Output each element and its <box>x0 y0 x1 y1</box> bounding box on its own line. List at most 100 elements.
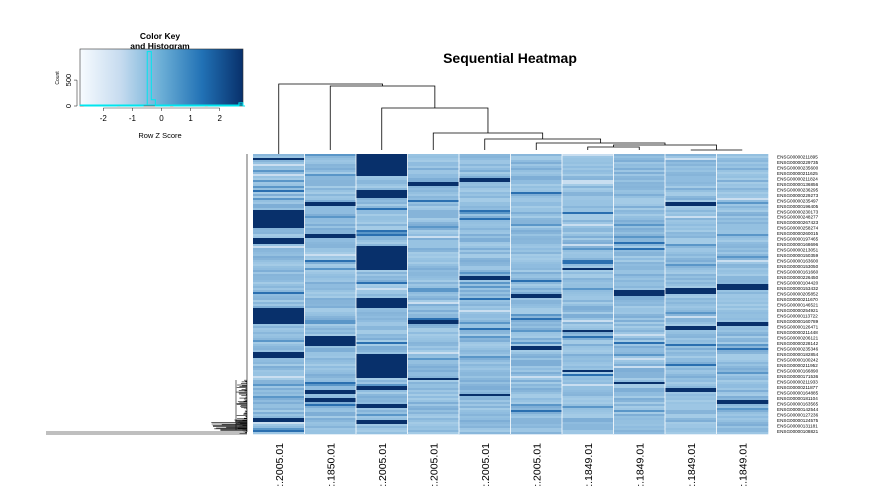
heatmap-cell <box>304 414 357 417</box>
heatmap-cell <box>562 182 614 185</box>
heatmap-cell <box>613 430 666 433</box>
heatmap-cell <box>562 224 614 227</box>
heatmap-cell <box>665 230 717 233</box>
heatmap-cell <box>407 292 460 295</box>
heatmap-cell <box>304 404 357 407</box>
heatmap-cell <box>716 206 769 209</box>
heatmap-cell <box>304 250 357 253</box>
heatmap-cell <box>665 180 717 183</box>
heatmap-cell <box>253 286 305 289</box>
heatmap-cell <box>356 402 408 405</box>
heatmap-cell <box>665 178 717 181</box>
heatmap-cell <box>562 318 614 321</box>
row-label: ENSG00000267423 <box>777 220 819 225</box>
heatmap-cell <box>510 366 563 369</box>
heatmap-cell <box>407 410 460 413</box>
row-label: ENSG00000205852 <box>777 292 819 297</box>
heatmap-cell <box>562 304 614 307</box>
heatmap-cell <box>665 208 717 211</box>
heatmap-cell <box>459 168 511 171</box>
heatmap-cell <box>613 232 666 235</box>
heatmap-cell <box>304 166 357 169</box>
heatmap-cell <box>253 292 305 295</box>
heatmap-cell <box>459 240 511 243</box>
heatmap-cell <box>253 406 305 409</box>
heatmap-cell <box>562 430 614 433</box>
heatmap-cell <box>613 338 666 341</box>
heatmap-cell <box>253 426 305 429</box>
heatmap-cell <box>356 208 408 211</box>
heatmap-cell <box>304 220 357 223</box>
heatmap-cell <box>562 156 614 159</box>
heatmap-cell <box>304 216 357 219</box>
heatmap-cell <box>716 294 769 297</box>
heatmap-cell <box>304 266 357 269</box>
heatmap-cell <box>665 292 717 295</box>
heatmap-cell <box>304 252 357 255</box>
heatmap-cell <box>304 364 357 367</box>
heatmap-cell <box>253 242 305 245</box>
heatmap-cell <box>304 402 357 405</box>
heatmap-cell <box>253 360 305 363</box>
heatmap-cell <box>459 156 511 159</box>
heatmap-cell <box>253 350 305 353</box>
heatmap-cell <box>407 296 460 299</box>
heatmap-cell <box>665 166 717 169</box>
heatmap-cell <box>510 204 563 207</box>
heatmap-cell <box>459 202 511 205</box>
heatmap-cell <box>510 224 563 227</box>
heatmap-cell <box>407 234 460 237</box>
heatmap-cell <box>407 402 460 405</box>
heatmap-cell <box>304 430 357 433</box>
heatmap-cell <box>304 372 357 375</box>
heatmap-cell <box>510 380 563 383</box>
heatmap-cell <box>304 376 357 379</box>
row-label: ENSG00000161660 <box>777 270 819 275</box>
heatmap-cell <box>459 374 511 377</box>
heatmap-cell <box>613 316 666 319</box>
heatmap-cell <box>510 400 563 403</box>
heatmap-cell <box>613 284 666 287</box>
heatmap-cell <box>356 258 408 261</box>
heatmap-cell <box>459 278 511 281</box>
heatmap-cell <box>562 194 614 197</box>
heatmap-cell <box>459 210 511 213</box>
heatmap-cell <box>253 428 305 431</box>
heatmap-cell <box>253 196 305 199</box>
heatmap-cell <box>304 288 357 291</box>
heatmap-cell <box>562 176 614 179</box>
heatmap-cell <box>253 164 305 167</box>
row-label: ENSG00000153432 <box>777 286 819 291</box>
heatmap-cell <box>304 304 357 307</box>
heatmap-cell <box>304 290 357 293</box>
heatmap-cell <box>562 206 614 209</box>
heatmap-cell <box>407 198 460 201</box>
heatmap-cell <box>356 390 408 393</box>
heatmap-cell <box>304 170 357 173</box>
heatmap-cell <box>459 182 511 185</box>
heatmap-cell <box>665 400 717 403</box>
heatmap-cell <box>510 394 563 397</box>
heatmap-cell <box>716 340 769 343</box>
heatmap-cell <box>716 198 769 201</box>
heatmap-cell <box>716 260 769 263</box>
heatmap-cell <box>407 174 460 177</box>
heatmap-cell <box>613 214 666 217</box>
heatmap-cell <box>407 424 460 427</box>
heatmap-cell <box>407 336 460 339</box>
heatmap-cell <box>459 366 511 369</box>
heatmap-cell <box>356 204 408 207</box>
heatmap-cell <box>459 308 511 311</box>
column-label: :.1849.01 <box>686 443 698 487</box>
heatmap-cell <box>304 328 357 331</box>
heatmap-cell <box>613 412 666 415</box>
heatmap-cell <box>510 212 563 215</box>
heatmap-cell <box>562 244 614 247</box>
heatmap-cell <box>665 174 717 177</box>
heatmap-cell <box>613 210 666 213</box>
heatmap-cell <box>665 168 717 171</box>
heatmap-cell <box>459 350 511 353</box>
heatmap-cell <box>716 382 769 385</box>
heatmap-cell <box>459 416 511 419</box>
heatmap-cell <box>510 314 563 317</box>
